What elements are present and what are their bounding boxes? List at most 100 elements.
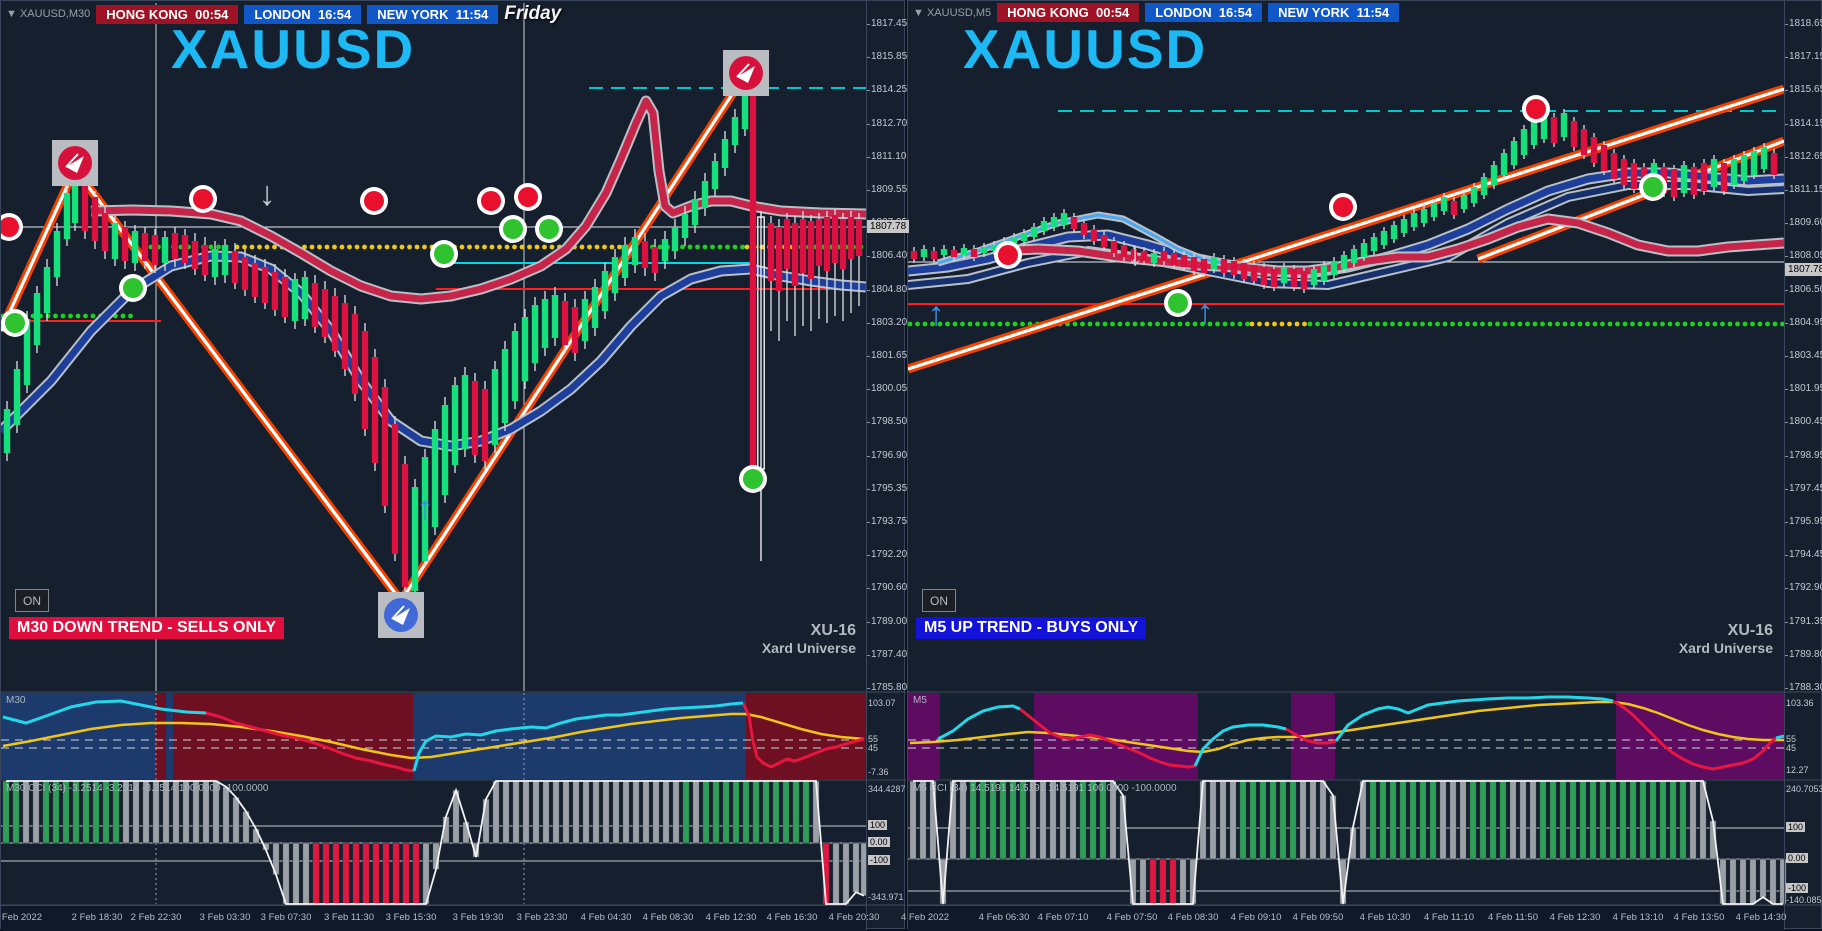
signal-dot	[587, 244, 592, 250]
signal-dot	[982, 321, 988, 327]
time-tick-label: 3 Feb 19:30	[452, 912, 504, 923]
candle-body	[1450, 201, 1458, 215]
candle-body	[1240, 263, 1248, 279]
signal-dot	[422, 244, 427, 250]
cci-bar	[1239, 780, 1247, 860]
signal-dot	[602, 244, 607, 250]
signal-dot	[1420, 321, 1425, 327]
signal-dot	[1140, 321, 1145, 327]
buy-dot	[503, 219, 523, 239]
cci-bar	[1479, 780, 1487, 860]
signal-dot	[1465, 321, 1470, 327]
signal-dot	[90, 313, 96, 319]
signal-dot	[937, 321, 943, 327]
signal-dot	[414, 244, 420, 250]
candle-body	[1020, 233, 1028, 241]
candle-body	[231, 251, 239, 283]
candle-body	[1290, 269, 1298, 287]
signal-dot	[1360, 321, 1365, 327]
cci-bar	[352, 842, 360, 905]
candle-body	[361, 331, 369, 429]
symbol-label[interactable]: ▼ XAUUSD,M5	[913, 6, 992, 19]
cci-label: M30 CCI (34) -3.2514 -3.2514 -3.2514 100…	[6, 783, 269, 794]
cci-bar	[1769, 858, 1777, 905]
indicator-axis-label: 45	[1786, 743, 1797, 753]
candle-body	[1500, 153, 1508, 175]
candle-body	[341, 303, 349, 369]
time-tick-label: 4 Feb 06:30	[978, 912, 1030, 923]
cci-bar	[1689, 780, 1697, 860]
watermark-symbol: XAUUSD	[171, 18, 416, 80]
price-tick-label: 1809.55	[866, 184, 908, 195]
signal-glyph	[737, 66, 755, 83]
time-axis[interactable]: 2 Feb 2022 2 Feb 18:30 2 Feb 22:30 3 Feb 03…	[0, 905, 879, 931]
signal-dot	[609, 244, 615, 250]
candle-body	[411, 487, 419, 591]
cci-bar	[1269, 780, 1277, 860]
time-tick-label: 4 Feb 07:10	[1037, 912, 1089, 923]
cci-bar	[1379, 780, 1387, 860]
candle-body	[521, 317, 529, 381]
indicator-brand: XU-16 Xard Universe	[1679, 621, 1773, 657]
signal-dot	[512, 244, 517, 250]
candle-body	[53, 231, 61, 277]
candle-body	[815, 219, 823, 266]
signal-dot	[549, 244, 555, 250]
cci-bar	[1519, 780, 1527, 860]
candlestick-chart-m30[interactable]: ↑↓	[1, 1, 906, 930]
cci-bar	[602, 780, 610, 844]
cci-bar	[1159, 858, 1167, 905]
oscillator-band	[1, 693, 156, 779]
signal-dot	[272, 244, 277, 250]
signal-dot	[1772, 321, 1778, 327]
signal-dot	[1215, 321, 1220, 327]
candle-body	[1420, 209, 1428, 223]
candle-body	[1140, 251, 1148, 261]
candle-body	[181, 235, 189, 263]
cci-bar	[692, 780, 700, 844]
price-tick-label: 1817.45	[866, 18, 908, 29]
indicator-axis-label: -343.971	[868, 892, 904, 902]
current-price-tag: 1807.78	[867, 220, 910, 233]
price-tick-label: 1790.60	[866, 582, 908, 594]
candle-body	[1540, 113, 1548, 139]
price-axis[interactable]: 1807.78 1818.65 1817.15 1815.65 1814.15 1812…	[1784, 1, 1822, 928]
candle-body	[970, 249, 978, 257]
price-tick-label: 1812.65	[1784, 151, 1822, 162]
on-toggle-button[interactable]: ON	[922, 589, 956, 612]
signal-dot	[1705, 321, 1710, 327]
candle-body	[491, 369, 499, 445]
candle-body	[1430, 203, 1438, 217]
cci-bar	[362, 842, 370, 905]
price-tick-label: 1809.60	[1784, 217, 1822, 228]
indicator-axis-label: 103.07	[868, 698, 896, 708]
on-toggle-button[interactable]: ON	[15, 589, 49, 612]
candle-body	[799, 219, 807, 273]
symbol-label[interactable]: ▼ XAUUSD,M30	[6, 8, 91, 20]
indicator-brand: XU-16 Xard Universe	[762, 621, 856, 657]
price-axis[interactable]: 1807.78 1817.45 1815.85 1814.25 1812.70 1811…	[866, 1, 910, 928]
signal-dot	[967, 321, 973, 327]
price-tick-label: 1818.65	[1784, 18, 1822, 29]
candle-body	[731, 117, 739, 145]
cci-bar	[1509, 780, 1517, 860]
candle-body	[81, 183, 89, 231]
sell-dot	[193, 189, 213, 209]
signal-dot	[1272, 321, 1277, 327]
signal-dot	[975, 321, 980, 327]
signal-dot	[1660, 321, 1665, 327]
signal-dot	[1087, 321, 1093, 327]
signal-dot	[1517, 321, 1523, 327]
signal-dot	[1102, 321, 1108, 327]
ma-line	[937, 213, 1224, 265]
candle-body	[71, 175, 79, 223]
cci-bar	[752, 780, 760, 844]
up-arrow-icon: ↑	[417, 489, 434, 527]
signal-dot	[1307, 321, 1313, 327]
price-tick-label: 1803.45	[1784, 350, 1822, 361]
signal-dot	[1592, 321, 1598, 327]
signal-dot	[657, 244, 663, 250]
time-axis[interactable]: 4 Feb 2022 4 Feb 06:30 4 Feb 07:10 4 Feb 07…	[901, 905, 1786, 931]
cci-bar	[1649, 780, 1657, 860]
price-tick-label: 1789.00	[866, 615, 908, 627]
